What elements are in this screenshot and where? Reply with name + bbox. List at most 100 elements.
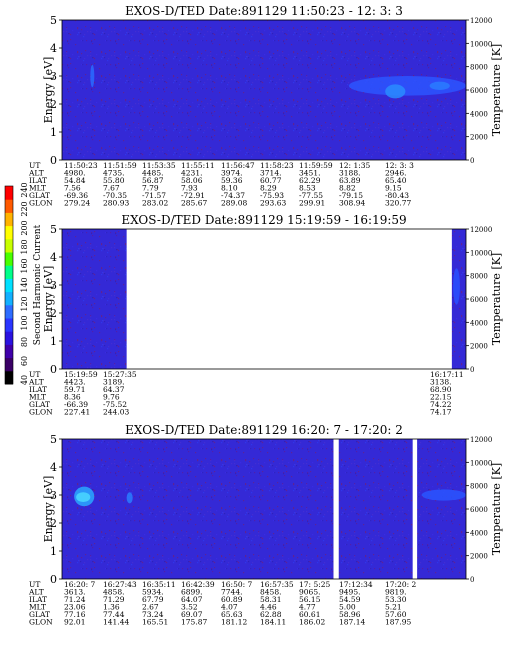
colorbar-segment [5,318,13,332]
energy-axis-label: Energy [eV] [42,476,55,543]
colorbar: 40 60 80 100 120 140 160 180 200 220 240 Second Har… [4,182,43,385]
ephemeris-row-label: GLAT [29,400,50,409]
ephemeris-value: 299.91 [299,199,325,208]
ephemeris-value: 8.82 [339,184,356,193]
ephemeris-value: 55.80 [103,176,125,185]
colorbar-segment [5,344,13,359]
temperature-tick-label: 6000 [470,506,488,514]
ephemeris-value: 244.03 [103,408,129,417]
ephemeris-row-label: UT [29,161,40,170]
energy-tick-label: 1 [50,335,57,348]
ephemeris-row-label: GLAT [29,610,50,619]
ephemeris-value: -74.37 [221,191,245,200]
ephemeris-value: 16:35:11 [142,580,176,589]
ephemeris-value: -79.15 [339,191,363,200]
temperature-tick-label: 4000 [470,110,488,118]
ephemeris-value: 54.84 [64,176,86,185]
ephemeris-value: -69.36 [64,191,88,200]
colorbar-tick-label: 40 [20,375,29,385]
ephemeris-value: 4980. [64,169,85,178]
ephemeris-value: 3.52 [181,603,198,612]
temperature-tick-label: 4000 [470,319,488,327]
colorbar-segment [5,278,13,293]
ephemeris-row-label: UT [29,580,40,589]
ephemeris-value: 279.24 [64,199,90,208]
ephemeris-value: 77.16 [64,610,86,619]
energy-tick-label: 4 [50,461,57,474]
ephemeris-value: 68.90 [430,385,452,394]
ephemeris-value: -66.39 [64,400,88,409]
ephemeris-value: 7.67 [103,184,120,193]
temperature-tick-label: 6000 [470,87,488,95]
ephemeris-value: 65.63 [221,610,243,619]
ephemeris-value: 62.88 [260,610,282,619]
colorbar-tick-label: 200 [20,220,29,235]
ephemeris-value: 7744. [221,588,242,597]
ephemeris-value: 293.63 [260,199,286,208]
colorbar-segment [5,186,13,200]
ephemeris-value: 11:56:47 [221,161,255,170]
spectrogram-panel-2: EXOS-D/TED Date:891129 15:19:59 - 16:19:… [28,213,503,417]
ephemeris-row-label: ILAT [29,595,47,604]
colorbar-tick-label: 140 [20,277,29,292]
heatmap-feature [76,492,91,502]
ephemeris-value: 3974. [221,169,242,178]
ephemeris-value: -75.52 [103,400,127,409]
ephemeris-value: 4858. [103,588,124,597]
ephemeris-value: 16:50: 7 [221,580,253,589]
ephemeris-value: 11:53:35 [142,161,176,170]
energy-tick-label: 5 [50,433,57,446]
ephemeris-value: 4735. [103,169,124,178]
ephemeris-value: -72.91 [181,191,205,200]
ephemeris-value: 184.11 [260,618,286,627]
ephemeris-value: 57.60 [385,610,407,619]
ephemeris-value: 73.24 [142,610,164,619]
colorbar-segment [5,331,13,345]
ephemeris-value: 59.36 [221,176,243,185]
energy-tick-label: 4 [50,42,57,55]
ephemeris-value: 320.77 [385,199,411,208]
ephemeris-value: 3451. [299,169,320,178]
ephemeris-value: 65.40 [385,176,407,185]
ephemeris-value: 181.12 [221,618,247,627]
energy-tick-label: 0 [50,573,57,586]
spectrogram-panel-1: EXOS-D/TED Date:891129 11:50:23 - 12: 3:… [28,4,503,208]
ephemeris-value: 3188. [339,169,360,178]
heatmap-feature [90,64,95,88]
ephemeris-value: 6899. [181,588,202,597]
temperature-tick-label: 8000 [470,483,488,491]
temperature-tick-label: 8000 [470,273,488,281]
temperature-tick-label: 8000 [470,64,488,72]
temperature-tick-label: 0 [470,576,474,584]
ephemeris-value: 186.02 [299,618,325,627]
energy-tick-label: 5 [50,223,57,236]
ephemeris-value: 60.77 [260,176,282,185]
ephemeris-value: 187.95 [385,618,411,627]
ephemeris-value: 308.94 [339,199,365,208]
ephemeris-row-label: MLT [29,603,46,612]
ephemeris-value: 4485. [142,169,163,178]
ephemeris-value: 165.51 [142,618,168,627]
ephemeris-row-label: GLON [29,618,53,627]
ephemeris-value: 1.36 [103,603,120,612]
colorbar-label: Second Harmonic Current [33,224,43,345]
ephemeris-value: 17:20: 2 [385,580,417,589]
temperature-tick-label: 10000 [470,249,492,257]
ephemeris-value: 56.15 [299,595,321,604]
ephemeris-value: 289.08 [221,199,247,208]
energy-axis-label: Energy [eV] [42,266,55,333]
ephemeris-value: 60.89 [221,595,243,604]
ephemeris-value: 12: 3: 3 [385,161,414,170]
ephemeris-value: 8.36 [64,393,81,402]
ephemeris-value: 74.17 [430,408,452,417]
colorbar-tick-label: 240 [20,182,29,197]
energy-tick-label: 2 [50,307,57,320]
ephemeris-value: 58.96 [339,610,361,619]
ephemeris-value: 175.87 [181,618,207,627]
energy-tick-label: 4 [50,251,57,264]
heatmap-feature [385,84,406,99]
data-gap [126,228,452,370]
colorbar-segment [5,212,13,227]
energy-tick-label: 1 [50,126,57,139]
colorbar-segment [5,199,13,213]
